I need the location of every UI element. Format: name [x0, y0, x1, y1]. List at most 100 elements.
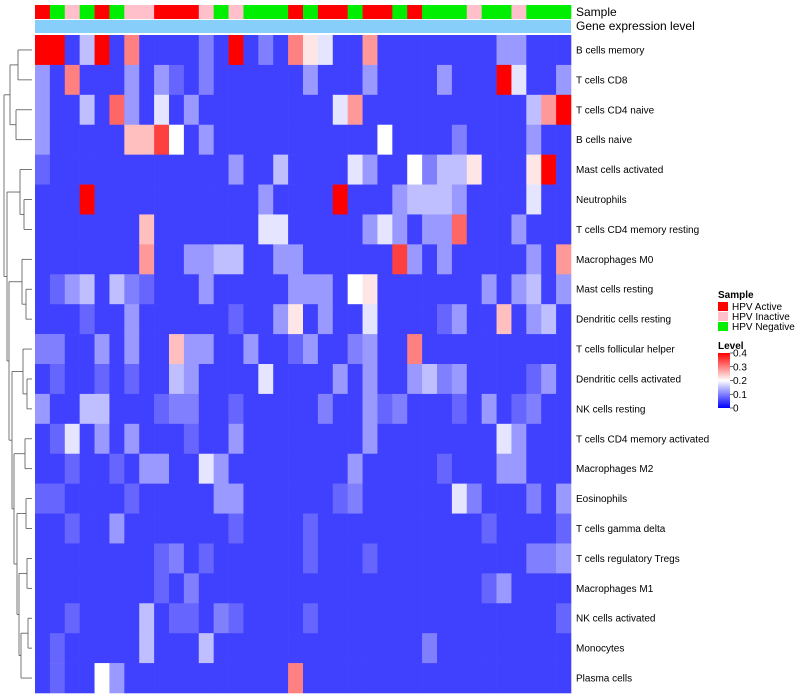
cell-r9-c30 — [481, 304, 497, 335]
cell-r2-c5 — [109, 94, 125, 126]
level-tick-label: 0.1 — [733, 390, 747, 401]
cell-r20-c23 — [377, 633, 393, 664]
cell-r3-c5 — [109, 124, 125, 155]
cell-r12-c19 — [317, 393, 334, 425]
cell-r3-c23 — [377, 124, 393, 155]
cell-r19-c6 — [124, 603, 140, 634]
cell-r19-c12 — [213, 603, 229, 634]
cell-r12-c2 — [64, 393, 80, 425]
cell-r8-c9 — [169, 274, 185, 305]
cell-r4-c6 — [124, 154, 140, 185]
sample-annotation-cell — [481, 5, 497, 19]
cell-r7-c30 — [481, 244, 497, 275]
cell-r6-c33 — [526, 214, 542, 245]
cell-r9-c5 — [109, 304, 125, 335]
cell-r3-c24 — [392, 124, 408, 155]
cell-r10-c29 — [466, 334, 482, 365]
cell-r6-c6 — [124, 214, 140, 245]
cell-r18-c30 — [481, 573, 497, 604]
cell-r20-c15 — [258, 633, 274, 664]
cell-r14-c29 — [466, 453, 482, 484]
cell-r5-c22 — [362, 184, 378, 215]
cell-r2-c32 — [511, 94, 527, 126]
cell-r0-c29 — [466, 35, 482, 66]
cell-r13-c21 — [347, 423, 363, 455]
sample-annotation-cell — [183, 5, 200, 19]
cell-r21-c29 — [466, 663, 482, 694]
cell-r12-c4 — [94, 393, 110, 425]
cell-r7-c22 — [362, 244, 378, 275]
cell-r7-c31 — [496, 244, 512, 275]
cell-r12-c15 — [258, 393, 274, 425]
cell-r19-c31 — [496, 603, 512, 634]
cell-r9-c3 — [79, 304, 95, 335]
cell-r18-c6 — [124, 573, 140, 604]
cell-r14-c27 — [437, 453, 453, 484]
cell-r13-c1 — [49, 423, 66, 455]
cell-r11-c16 — [273, 364, 289, 395]
cell-r9-c33 — [526, 304, 542, 335]
cell-r7-c4 — [94, 244, 110, 275]
cell-r21-c9 — [169, 663, 185, 694]
cell-r15-c13 — [228, 483, 244, 514]
cell-r3-c22 — [362, 124, 378, 155]
cell-r20-c21 — [347, 633, 363, 664]
cell-r15-c19 — [317, 483, 334, 514]
cell-r11-c20 — [332, 364, 348, 395]
cell-r19-c25 — [407, 603, 423, 634]
cell-r11-c8 — [154, 364, 170, 395]
legend-entry-label: HPV Negative — [732, 322, 795, 333]
cell-r13-c30 — [481, 423, 497, 455]
cell-r4-c34 — [541, 154, 557, 185]
cell-r18-c2 — [64, 573, 80, 604]
cell-r7-c26 — [422, 244, 438, 275]
cell-r16-c6 — [124, 513, 140, 544]
cell-r3-c26 — [422, 124, 438, 155]
cell-r9-c18 — [303, 304, 319, 335]
cell-r10-c25 — [407, 334, 423, 365]
cell-r10-c31 — [496, 334, 512, 365]
cell-r1-c28 — [451, 64, 468, 96]
cell-r8-c13 — [228, 274, 244, 305]
cell-r18-c1 — [49, 573, 66, 604]
cell-r20-c19 — [317, 633, 334, 664]
cell-r13-c27 — [437, 423, 453, 455]
cell-r11-c5 — [109, 364, 125, 395]
cell-r9-c15 — [258, 304, 274, 335]
cell-r14-c4 — [94, 453, 110, 484]
cell-r2-c8 — [154, 94, 170, 126]
cell-r12-c0 — [35, 393, 51, 425]
cell-r11-c23 — [377, 364, 393, 395]
cell-r4-c14 — [243, 154, 259, 185]
row-label: Dendritic cells activated — [576, 374, 681, 385]
cell-r2-c33 — [526, 94, 542, 126]
sample-annotation-cell — [288, 5, 304, 19]
cell-r7-c17 — [288, 244, 304, 275]
cell-r5-c28 — [451, 184, 468, 215]
cell-r5-c10 — [183, 184, 200, 215]
cell-r15-c7 — [139, 483, 155, 514]
cell-r17-c13 — [228, 543, 244, 574]
cell-r8-c0 — [35, 274, 51, 305]
cell-r18-c27 — [437, 573, 453, 604]
cell-r15-c3 — [79, 483, 95, 514]
row-label: B cells memory — [576, 45, 644, 56]
cell-r20-c27 — [437, 633, 453, 664]
level-tick-label: 0.2 — [733, 376, 747, 387]
cell-r16-c32 — [511, 513, 527, 544]
cell-r2-c27 — [437, 94, 453, 126]
level-tick-label: 0.3 — [733, 362, 747, 373]
cell-r5-c19 — [317, 184, 334, 215]
cell-r8-c4 — [94, 274, 110, 305]
cell-r2-c24 — [392, 94, 408, 126]
cell-r7-c24 — [392, 244, 408, 275]
cell-r12-c17 — [288, 393, 304, 425]
cell-r15-c4 — [94, 483, 110, 514]
row-label: Macrophages M1 — [576, 584, 654, 595]
cell-r7-c16 — [273, 244, 289, 275]
cell-r10-c10 — [183, 334, 200, 365]
cell-r21-c27 — [437, 663, 453, 694]
cell-r13-c34 — [541, 423, 557, 455]
cell-r13-c18 — [303, 423, 319, 455]
